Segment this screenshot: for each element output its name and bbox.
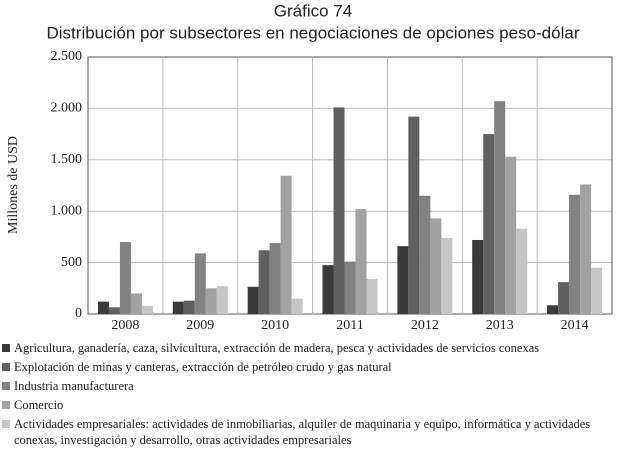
legend-label: Industria manufacturera [14,379,134,393]
bar [216,286,228,314]
bar [408,116,420,315]
x-tick-label: 2013 [486,318,514,333]
bar [580,184,592,314]
bar [333,107,345,314]
bar [291,298,303,314]
bar [322,265,334,314]
chart-subtitle: Distribución por subsectores en negociac… [47,23,580,42]
legend-swatch [2,382,10,390]
bar [130,293,142,314]
legend-swatch [2,344,10,352]
bar [97,301,109,314]
legend-label: Comercio [14,398,64,412]
chart: Gráfico 74 Distribución por subsectores … [6,1,613,333]
x-tick-label: 2014 [561,318,589,333]
y-tick-label: 0 [75,306,82,321]
bar [141,305,153,314]
bar [483,134,495,314]
bar [516,228,528,314]
y-tick-label: 1.000 [51,203,83,218]
bar [397,246,409,314]
x-tick-label: 2009 [186,318,214,333]
legend-item: Actividades empresariales: actividades d… [2,416,620,448]
y-tick-label: 2.000 [51,101,83,116]
x-tick-label: 2011 [336,318,363,333]
legend-swatch [2,401,10,409]
legend-item: Industria manufacturera [2,378,620,394]
bar [494,101,506,314]
bar [419,195,431,314]
bar [505,156,517,314]
bar [355,209,367,314]
y-axis-label: Millones de USD [6,136,21,234]
legend-swatch [2,420,10,428]
bar [258,250,270,314]
legend-label: Actividades empresariales: actividades d… [14,417,591,447]
bar [430,218,442,314]
legend: Agricultura, ganadería, caza, silvicultu… [2,340,620,451]
x-tick-label: 2012 [411,318,439,333]
bar [366,279,378,314]
bar [183,300,195,314]
bar [472,239,484,314]
x-tick-label: 2010 [261,318,289,333]
bar [269,243,281,314]
bar [547,305,559,314]
y-tick-label: 500 [61,255,82,270]
legend-swatch [2,363,10,371]
bar [205,288,217,314]
bar [569,194,581,314]
bar [108,307,120,314]
y-tick-label: 2.500 [51,49,83,64]
bar [344,261,356,314]
bar [194,253,206,314]
bar [247,286,259,314]
bar [591,267,603,314]
legend-item: Explotación de minas y canteras, extracc… [2,359,620,375]
bar [558,282,570,314]
legend-item: Agricultura, ganadería, caza, silvicultu… [2,340,620,356]
x-tick-label: 2008 [111,318,139,333]
chart-title: Gráfico 74 [274,1,352,20]
y-tick-label: 1.500 [51,152,83,167]
bar [441,237,453,314]
bar [119,242,131,314]
legend-item: Comercio [2,397,620,413]
bar [280,175,292,314]
legend-label: Explotación de minas y canteras, extracc… [14,360,392,374]
legend-label: Agricultura, ganadería, caza, silvicultu… [14,341,540,355]
bar [172,301,184,314]
